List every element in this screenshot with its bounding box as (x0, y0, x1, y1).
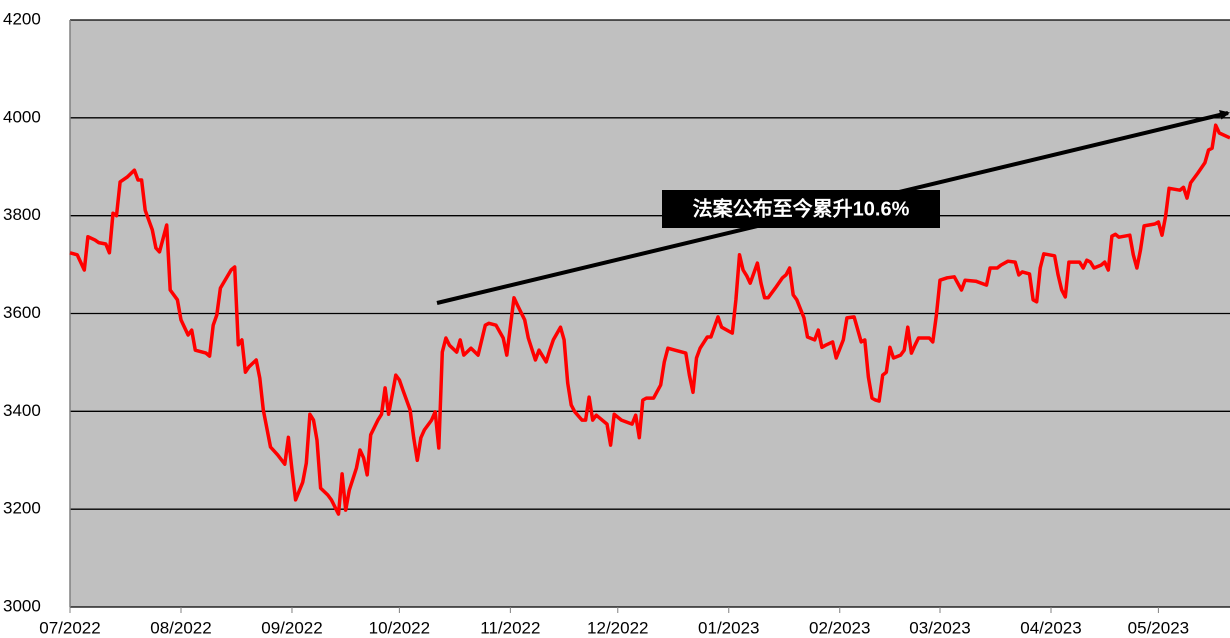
y-tick-label: 3800 (3, 205, 41, 224)
x-tick-label: 11/2022 (480, 618, 540, 637)
x-tick-label: 07/2022 (39, 618, 100, 637)
x-tick-label: 04/2023 (1020, 618, 1081, 637)
y-tick-label: 4000 (3, 107, 41, 126)
y-tick-label: 3000 (3, 596, 41, 615)
x-tick-label: 09/2022 (261, 618, 322, 637)
data-line (69, 123, 1230, 516)
x-tick-label: 08/2022 (150, 618, 211, 637)
x-tick-label: 12/2022 (587, 618, 648, 637)
x-tick-label: 10/2022 (369, 618, 430, 637)
y-tick-label: 4200 (3, 9, 41, 28)
annotation-box (662, 190, 940, 228)
x-tick-label: 01/2023 (698, 618, 759, 637)
annotation: 法案公布至今累升10.6% (693, 196, 910, 220)
x-tick-label: 05/2023 (1128, 618, 1189, 637)
y-tick-label: 3600 (3, 303, 41, 322)
y-tick-label: 3200 (3, 499, 41, 518)
x-tick-label: 03/2023 (909, 618, 970, 637)
x-tick-label: 02/2023 (809, 618, 870, 637)
y-tick-label: 3400 (3, 401, 41, 420)
